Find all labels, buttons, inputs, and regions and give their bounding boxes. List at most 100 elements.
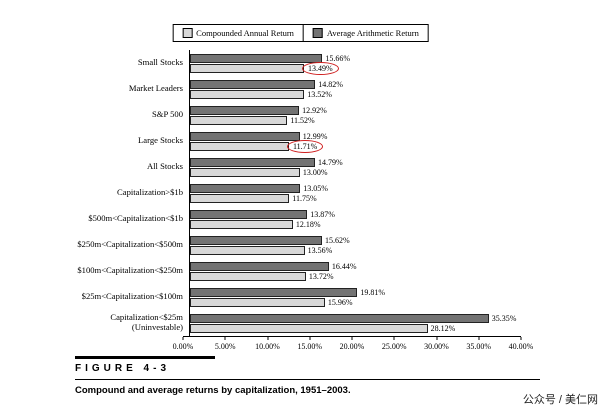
bar-arithmetic (190, 183, 301, 193)
bar-line: 14.79% (190, 157, 528, 167)
value-label: 13.52% (307, 89, 332, 99)
category-label: Capitalization>$1b (117, 187, 183, 198)
bar-compounded (190, 167, 300, 177)
value-label: 13.05% (303, 183, 328, 193)
bar-line: 19.81% (190, 287, 528, 297)
legend-swatch-arithmetic (312, 28, 323, 38)
category-label: Large Stocks (138, 135, 183, 146)
chart-row: Large Stocks 12.99% 11.71% (5, 128, 595, 154)
bar-line: 12.92% (190, 105, 528, 115)
x-tick-label: 15.00% (297, 342, 323, 351)
x-tick-mark (267, 337, 268, 340)
bar-group: 15.62% 13.56% (189, 232, 528, 258)
category-label: All Stocks (146, 161, 183, 172)
x-tick-mark (309, 337, 311, 340)
value-label: 15.96% (327, 297, 353, 307)
figure-caption: Compound and average returns by capitali… (75, 385, 351, 396)
chart-row: Small Stocks 15.66% 13.49% (5, 50, 595, 76)
x-tick-label: 40.00% (508, 342, 534, 351)
bar-group: 14.82% 13.52% (189, 76, 528, 102)
watermark-text: 公众号 / 美仁网 (522, 394, 598, 406)
legend-swatch-compounded (182, 28, 193, 38)
chart-row: $250m<Capitalization<$500m 15.62% 13.56% (5, 232, 595, 258)
bar-compounded (190, 63, 304, 73)
bar-compounded (190, 89, 305, 99)
bar-group: 13.05% 11.75% (189, 180, 528, 206)
bar-arithmetic (190, 131, 300, 141)
chart-rows: Small Stocks 15.66% 13.49% Market Leaders 14… (5, 50, 595, 336)
chart-row: $100m<Capitalization<$250m 16.44% 13.72% (5, 258, 595, 284)
bar-compounded (190, 271, 306, 281)
x-tick-label: 25.00% (381, 342, 407, 351)
bar-group: 35.35% 28.12% (189, 310, 528, 336)
category-label: Capitalization<$25m (Uninvestable) (110, 312, 183, 332)
bar-chart: Small Stocks 15.66% 13.49% Market Leaders 14… (5, 50, 595, 353)
category-label: $500m<Capitalization<$1b (88, 213, 183, 224)
caption-divider (75, 379, 540, 380)
bar-compounded (190, 141, 289, 151)
chart-row: Market Leaders 14.82% 13.52% (5, 76, 595, 102)
value-label-circled: 13.49% (301, 61, 339, 75)
bar-compounded (190, 219, 293, 229)
x-tick-label: 10.00% (255, 342, 280, 351)
bar-group: 13.87% 12.18% (189, 206, 528, 232)
bar-line: 11.52% (190, 115, 528, 125)
bar-arithmetic (190, 105, 300, 115)
bar-line: 28.12% (190, 323, 528, 333)
legend-label-compounded: Compounded Annual Return (196, 28, 294, 38)
chart-row: S&P 500 12.92% 11.52% (5, 102, 595, 128)
bar-line: 13.56% (190, 245, 528, 255)
bar-line: 11.75% (190, 193, 528, 203)
x-tick-mark (224, 337, 226, 340)
x-axis: 0.00% 5.00% 10.00% 15.00% 20.00% 25.00% 30.00%… (173, 336, 533, 353)
bar-group: 12.92% 11.52% (189, 102, 528, 128)
x-tick-label: 35.00% (466, 342, 492, 351)
bar-line: 12.18% (190, 219, 528, 229)
value-label: 12.99% (302, 131, 328, 141)
bar-arithmetic (190, 157, 315, 167)
bar-compounded (190, 193, 290, 203)
value-label: 14.82% (318, 79, 343, 89)
value-label: 35.35% (491, 313, 517, 323)
bar-arithmetic (190, 209, 308, 219)
x-tick-label: 5.00% (214, 342, 236, 351)
bar-group: 14.79% 13.00% (189, 154, 528, 180)
bar-compounded (190, 115, 288, 125)
x-tick-mark (478, 337, 480, 340)
bar-line: 13.00% (190, 167, 528, 177)
value-label: 12.18% (295, 219, 321, 229)
value-label: 13.87% (310, 209, 335, 219)
bar-arithmetic (190, 287, 358, 297)
bar-line: 13.87% (190, 209, 528, 219)
value-label: 28.12% (430, 323, 456, 333)
chart-row: $25m<Capitalization<$100m 19.81% 15.96% (5, 284, 595, 310)
chart-row: All Stocks 14.79% 13.00% (5, 154, 595, 180)
x-tick-mark (351, 337, 353, 340)
value-label: 15.62% (324, 235, 350, 245)
bar-arithmetic (190, 79, 316, 89)
bar-line: 11.71% (190, 139, 528, 153)
value-label: 13.72% (308, 271, 334, 281)
x-tick-mark (520, 337, 522, 340)
category-label: $250m<Capitalization<$500m (77, 239, 183, 250)
bar-compounded (190, 297, 325, 307)
chart-legend: Compounded Annual Return Average Arithme… (172, 24, 429, 42)
x-tick-label: 20.00% (339, 342, 365, 351)
bar-arithmetic (190, 235, 322, 245)
value-label: 13.00% (302, 167, 328, 177)
category-label: S&P 500 (152, 109, 183, 120)
bar-arithmetic (190, 261, 329, 271)
bar-group: 19.81% 15.96% (189, 284, 528, 310)
bar-line: 15.66% (190, 53, 528, 63)
category-label: $100m<Capitalization<$250m (77, 265, 183, 276)
category-label: Small Stocks (137, 57, 183, 68)
x-tick-mark (436, 337, 437, 340)
value-label: 15.66% (325, 53, 350, 63)
value-label: 14.79% (317, 157, 343, 167)
x-tick-mark (182, 337, 184, 340)
bar-line: 13.05% (190, 183, 528, 193)
category-label: $25m<Capitalization<$100m (81, 291, 183, 302)
bar-line: 16.44% (190, 261, 528, 271)
bar-line: 13.49% (190, 61, 528, 75)
legend-item-compounded: Compounded Annual Return (173, 25, 303, 41)
